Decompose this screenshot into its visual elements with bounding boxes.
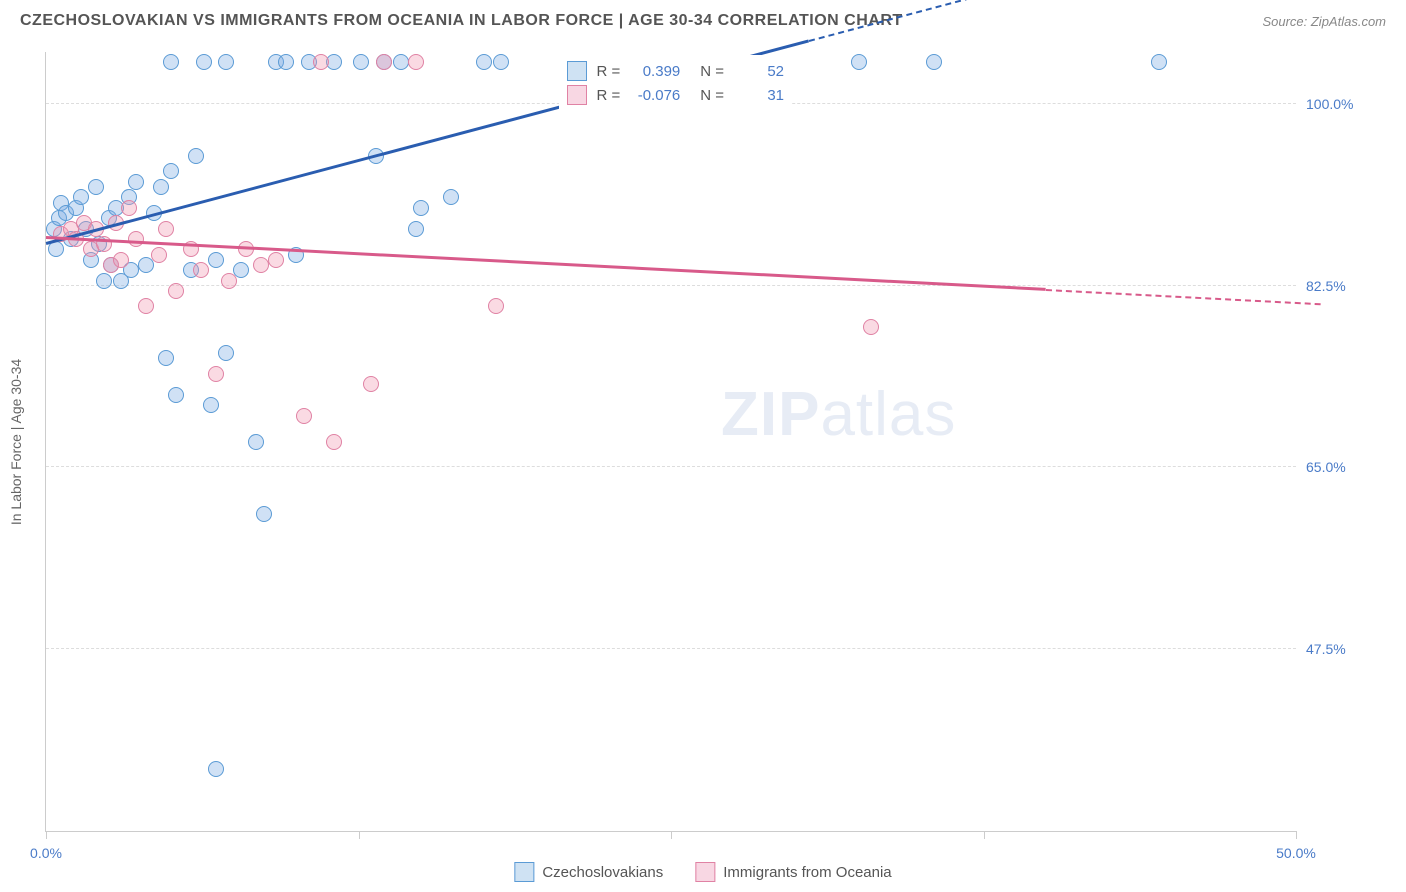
n-label: N = xyxy=(700,63,724,80)
scatter-point xyxy=(221,273,237,289)
scatter-point xyxy=(313,54,329,70)
r-value: 0.399 xyxy=(630,63,680,80)
scatter-point xyxy=(926,54,942,70)
scatter-point xyxy=(168,283,184,299)
watermark-bold: ZIP xyxy=(721,380,820,449)
n-value: 52 xyxy=(734,63,784,80)
scatter-point xyxy=(353,54,369,70)
scatter-point xyxy=(851,54,867,70)
scatter-point xyxy=(168,387,184,403)
scatter-point xyxy=(121,200,137,216)
scatter-point xyxy=(863,319,879,335)
y-tick-label: 47.5% xyxy=(1306,641,1376,657)
scatter-point xyxy=(296,408,312,424)
scatter-point xyxy=(193,262,209,278)
stats-row: R = 0.399 N = 52 xyxy=(567,59,785,83)
scatter-point xyxy=(153,179,169,195)
x-tick xyxy=(671,831,672,839)
watermark: ZIPatlas xyxy=(721,379,956,450)
scatter-point xyxy=(278,54,294,70)
stats-row: R = -0.076 N = 31 xyxy=(567,83,785,107)
x-tick-label: 0.0% xyxy=(30,845,62,861)
x-tick-label: 50.0% xyxy=(1276,845,1316,861)
scatter-point xyxy=(443,189,459,205)
n-label: N = xyxy=(700,87,724,104)
scatter-point xyxy=(188,148,204,164)
legend-item-czech: Czechoslovakians xyxy=(514,862,663,882)
y-axis-title: In Labor Force | Age 30-34 xyxy=(8,358,24,524)
x-tick xyxy=(984,831,985,839)
scatter-point xyxy=(268,252,284,268)
scatter-point xyxy=(196,54,212,70)
scatter-point xyxy=(113,252,129,268)
scatter-point xyxy=(208,761,224,777)
legend-label-oceania: Immigrants from Oceania xyxy=(723,864,891,881)
trend-line-dashed xyxy=(1046,289,1321,305)
scatter-point xyxy=(158,221,174,237)
scatter-point xyxy=(128,231,144,247)
watermark-light: atlas xyxy=(820,380,956,449)
correlation-stats-box: R = 0.399 N = 52 R = -0.076 N = 31 xyxy=(559,55,793,111)
scatter-point xyxy=(163,54,179,70)
scatter-point xyxy=(393,54,409,70)
scatter-point xyxy=(158,350,174,366)
scatter-point xyxy=(138,298,154,314)
legend-label-czech: Czechoslovakians xyxy=(542,864,663,881)
scatter-point xyxy=(73,189,89,205)
scatter-point xyxy=(96,273,112,289)
gridline xyxy=(46,648,1296,649)
scatter-point xyxy=(208,366,224,382)
stats-swatch xyxy=(567,85,587,105)
scatter-point xyxy=(493,54,509,70)
scatter-point xyxy=(326,434,342,450)
r-label: R = xyxy=(597,87,621,104)
legend-swatch-oceania xyxy=(695,862,715,882)
legend-item-oceania: Immigrants from Oceania xyxy=(695,862,891,882)
y-tick-label: 100.0% xyxy=(1306,96,1376,112)
scatter-point xyxy=(151,247,167,263)
legend-swatch-czech xyxy=(514,862,534,882)
scatter-point xyxy=(48,241,64,257)
stats-swatch xyxy=(567,61,587,81)
scatter-point xyxy=(363,376,379,392)
chart-plot-area: In Labor Force | Age 30-34 ZIPatlas 47.5… xyxy=(45,52,1296,832)
scatter-point xyxy=(163,163,179,179)
scatter-point xyxy=(238,241,254,257)
scatter-point xyxy=(248,434,264,450)
r-value: -0.076 xyxy=(630,87,680,104)
scatter-point xyxy=(408,54,424,70)
scatter-point xyxy=(476,54,492,70)
gridline xyxy=(46,466,1296,467)
x-tick xyxy=(359,831,360,839)
scatter-point xyxy=(218,54,234,70)
n-value: 31 xyxy=(734,87,784,104)
source-label: Source: ZipAtlas.com xyxy=(1262,14,1386,29)
scatter-point xyxy=(218,345,234,361)
scatter-point xyxy=(408,221,424,237)
scatter-point xyxy=(208,252,224,268)
x-tick xyxy=(46,831,47,839)
scatter-point xyxy=(256,506,272,522)
r-label: R = xyxy=(597,63,621,80)
y-tick-label: 82.5% xyxy=(1306,278,1376,294)
scatter-point xyxy=(88,179,104,195)
chart-title: CZECHOSLOVAKIAN VS IMMIGRANTS FROM OCEAN… xyxy=(20,12,903,30)
y-tick-label: 65.0% xyxy=(1306,459,1376,475)
scatter-point xyxy=(1151,54,1167,70)
x-tick xyxy=(1296,831,1297,839)
scatter-point xyxy=(376,54,392,70)
scatter-point xyxy=(253,257,269,273)
scatter-point xyxy=(413,200,429,216)
scatter-point xyxy=(203,397,219,413)
bottom-legend: Czechoslovakians Immigrants from Oceania xyxy=(514,862,891,882)
scatter-point xyxy=(128,174,144,190)
scatter-point xyxy=(488,298,504,314)
